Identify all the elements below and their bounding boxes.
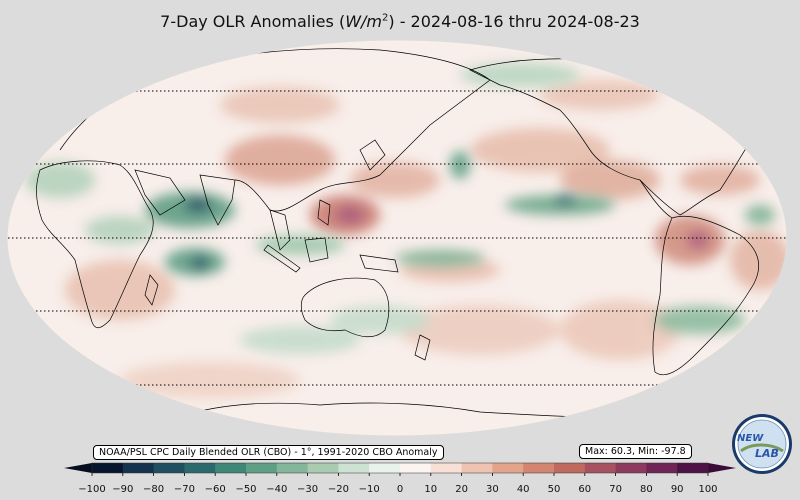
colorbar-tick-label: 30 — [486, 484, 499, 495]
colorbar-segment — [307, 463, 339, 473]
colorbar-segment — [215, 463, 247, 473]
colorbar-tick-label: −60 — [204, 484, 226, 495]
coast-arabia — [134, 169, 186, 216]
colorbar — [64, 462, 736, 476]
colorbar-tick-label: −30 — [297, 484, 319, 495]
coast-new-guinea — [359, 254, 399, 273]
colorbar-tick-label: −100 — [78, 484, 106, 495]
colorbar-segment — [584, 463, 617, 473]
coast-borneo — [304, 237, 329, 263]
colorbar-tick-label: −20 — [327, 484, 349, 495]
coast-sumatra — [263, 244, 301, 273]
globe-outline — [6, 39, 788, 437]
colorbar-tick-label: −10 — [358, 484, 380, 495]
colorbar-tick-label: 100 — [698, 484, 718, 495]
coast-australia — [300, 277, 390, 338]
colorbar-segment — [523, 463, 555, 473]
colorbar-segment — [276, 463, 309, 473]
colorbar-segment — [338, 463, 370, 473]
colorbar-tick-label: 90 — [670, 484, 684, 495]
negative-anomaly-patches — [25, 63, 775, 354]
colorbar-tick-label: 50 — [547, 484, 561, 495]
psl-logo-icon: NEW LAB — [732, 414, 792, 474]
colorbar-segment — [430, 463, 463, 473]
colorbar-segment — [615, 463, 647, 473]
coast-philippines — [317, 199, 331, 226]
colorbar-tick-label: 0 — [396, 484, 404, 495]
coast-central-america — [639, 179, 673, 219]
coast-madagascar — [144, 274, 159, 306]
max-min-stats-label: Max: 60.3, Min: -97.8 — [579, 444, 692, 459]
colorbar-extend-min — [64, 463, 92, 473]
colorbar-segment — [92, 463, 124, 473]
colorbar-tick-label: 70 — [609, 484, 622, 495]
colorbar-segment — [369, 463, 401, 473]
logo-text-top: NEW — [737, 433, 764, 444]
coast-south-america — [652, 215, 759, 376]
colorbar-tick-label: −80 — [143, 484, 165, 495]
colorbar-tick-label: 80 — [640, 484, 653, 495]
coast-indochina — [269, 209, 291, 251]
colorbar-tick-label: −90 — [112, 484, 134, 495]
colorbar-segment — [153, 463, 185, 473]
colorbar-tick-label: 60 — [578, 484, 592, 495]
coast-japan — [359, 139, 386, 171]
logo-text-bottom: LAB — [755, 447, 779, 460]
colorbar-segment — [677, 463, 709, 473]
coast-africa — [36, 160, 154, 329]
colorbar-tick-label: 40 — [516, 484, 530, 495]
colorbar-segment — [461, 463, 493, 473]
colorbar-segment — [184, 463, 216, 473]
colorbar-segment — [492, 463, 524, 473]
colorbar-segment — [246, 463, 278, 473]
colorbar-extend-max — [708, 463, 736, 473]
colorbar-tick-label: 10 — [424, 484, 438, 495]
colorbar-tick-label: 20 — [455, 484, 468, 495]
colorbar-segment — [122, 463, 155, 473]
map-title: 7-Day OLR Anomalies (W/m2) - 2024-08-16 … — [160, 12, 640, 31]
data-source-label: NOAA/PSL CPC Daily Blended OLR (CBO) - 1… — [93, 445, 444, 460]
colorbar-segment — [400, 463, 432, 473]
colorbar-tick-label: −40 — [266, 484, 288, 495]
colorbar-tick-label: −70 — [173, 484, 195, 495]
colorbar-segment — [646, 463, 678, 473]
coast-new-zealand — [414, 334, 431, 361]
colorbar-tick-label: −50 — [235, 484, 257, 495]
colorbar-segment — [554, 463, 586, 473]
coast-india — [199, 174, 236, 226]
